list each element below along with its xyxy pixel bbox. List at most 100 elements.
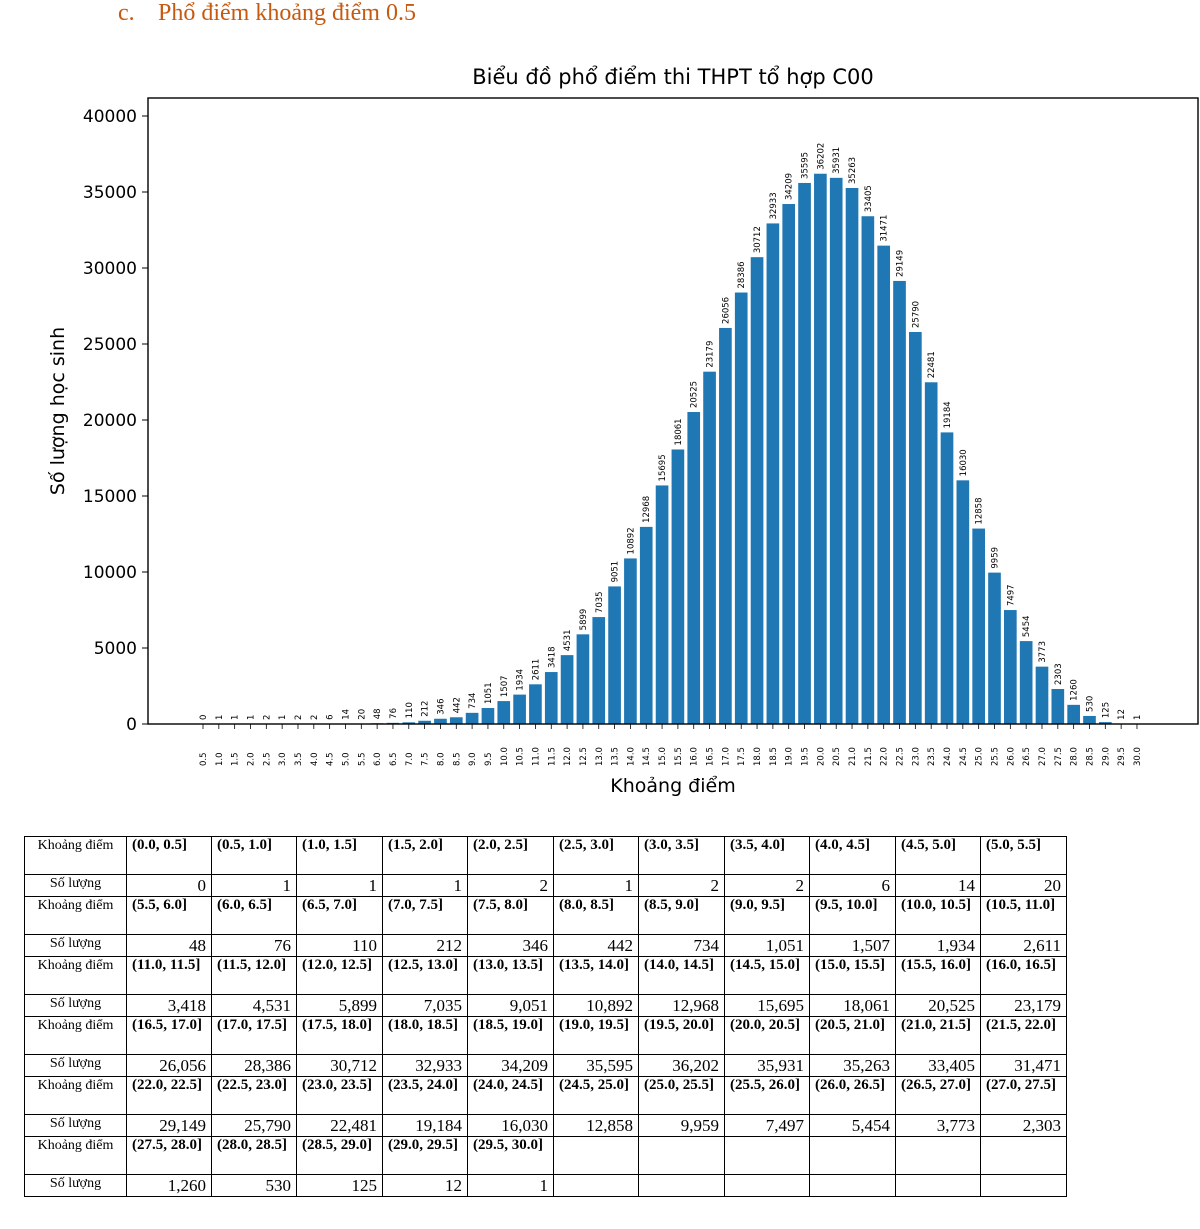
count-cell: 10,892: [553, 994, 639, 1017]
histogram-bar: [734, 292, 748, 724]
bar-value-label: 35595: [801, 152, 811, 179]
x-tick-label: 4.5: [326, 752, 336, 766]
range-cell: (24.0, 24.5]: [467, 1076, 554, 1115]
histogram-bar: [449, 717, 463, 724]
bar-value-label: 19184: [943, 401, 953, 428]
count-cell: [895, 1174, 981, 1197]
range-cell: (4.0, 4.5]: [809, 836, 896, 875]
histogram-bar: [861, 216, 875, 725]
range-cell: (7.5, 8.0]: [467, 896, 554, 935]
range-row: Khoảng điểm (16.5, 17.0] (17.0, 17.5] (17.5…: [24, 1016, 1067, 1055]
y-axis: 0 5000 10000 15000 20000 25000 30000 35000 40000: [83, 107, 148, 735]
histogram-bar: [1035, 666, 1049, 724]
count-cell: 28,386: [211, 1054, 297, 1077]
x-tick-label: 16.0: [690, 747, 700, 766]
histogram-bar: [1051, 688, 1065, 724]
range-cell: (0.0, 0.5]: [126, 836, 212, 875]
x-axis-label: Khoảng điểm: [610, 775, 735, 797]
range-cell: (9.5, 10.0]: [809, 896, 896, 935]
count-row: Số lượng 48 76 110 212 346 442 734 1,051 1,507 1,9…: [24, 934, 1067, 957]
range-cell: (20.5, 21.0]: [809, 1016, 896, 1055]
x-tick-label: 20.0: [816, 747, 826, 766]
range-cell: (21.0, 21.5]: [895, 1016, 981, 1055]
bar-value-label: 12: [1117, 709, 1127, 720]
range-cell: (3.0, 3.5]: [638, 836, 725, 875]
count-cell: [638, 1174, 725, 1197]
count-row: Số lượng 26,056 28,386 30,712 32,933 34,209 35…: [24, 1054, 1067, 1077]
x-tick-label: 11.0: [531, 747, 541, 766]
bar-value-label: 35931: [832, 147, 842, 174]
count-row-label: Số lượng: [24, 1174, 127, 1197]
range-cell: (16.0, 16.5]: [980, 956, 1067, 995]
range-cell: [980, 1136, 1067, 1175]
count-cell: 34,209: [467, 1054, 554, 1077]
histogram-bar: [513, 694, 526, 724]
x-tick-label: 5.0: [341, 752, 351, 766]
range-cell: (28.5, 29.0]: [296, 1136, 383, 1175]
range-cell: (1.0, 1.5]: [296, 836, 383, 875]
bar-value-label: 2611: [531, 659, 541, 681]
x-tick-label: 10.0: [500, 747, 510, 766]
x-tick-label: 6.5: [389, 752, 399, 766]
histogram-bar: [1098, 722, 1112, 724]
y-tick-label: 5000: [94, 639, 137, 659]
histogram-bar: [909, 331, 922, 724]
count-cell: 1,934: [895, 934, 981, 957]
x-tick-label: 24.0: [943, 747, 953, 766]
range-cell: (7.0, 7.5]: [382, 896, 468, 935]
range-cell: (22.0, 22.5]: [126, 1076, 212, 1115]
x-tick-label: 1.0: [215, 752, 225, 766]
bar-value-label: 346: [436, 699, 446, 715]
count-cell: 5,899: [296, 994, 383, 1017]
bar-value-label: 442: [452, 697, 462, 713]
count-cell: 20,525: [895, 994, 981, 1017]
bar-value-label: 1260: [1070, 679, 1080, 701]
bar-value-label: 0: [199, 715, 209, 720]
range-cell: (12.0, 12.5]: [296, 956, 383, 995]
range-cell: (15.5, 16.0]: [895, 956, 981, 995]
range-row: Khoảng điểm (5.5, 6.0] (6.0, 6.5] (6.5, 7.0…: [24, 896, 1067, 935]
x-tick-label: 29.0: [1101, 747, 1111, 766]
range-cell: (24.5, 25.0]: [553, 1076, 639, 1115]
count-cell: 530: [211, 1174, 297, 1197]
count-cell: 36,202: [638, 1054, 725, 1077]
bar-value-label: 30712: [753, 226, 763, 253]
x-tick-label: 24.5: [959, 747, 969, 766]
bar-value-label: 25790: [911, 301, 921, 328]
x-tick-label: 22.0: [880, 747, 890, 766]
bar-value-label: 12858: [975, 498, 985, 525]
range-cell: (27.0, 27.5]: [980, 1076, 1067, 1115]
bar-value-label: 9959: [991, 547, 1001, 569]
bar-value-label: 3773: [1038, 641, 1048, 663]
y-tick-label: 35000: [83, 183, 137, 203]
bar-value-label: 26056: [721, 297, 731, 324]
x-tick-label: 2.0: [246, 752, 256, 766]
y-tick-label: 25000: [83, 335, 137, 355]
bar-value-label: 20: [357, 709, 367, 720]
count-row: Số lượng 0 1 1 1 2 1 2 2 6 14 20: [24, 874, 1067, 897]
range-cell: (18.5, 19.0]: [467, 1016, 554, 1055]
range-cell: (6.0, 6.5]: [211, 896, 297, 935]
range-cell: (22.5, 23.0]: [211, 1076, 297, 1115]
bar-value-label: 6: [326, 714, 336, 719]
range-cell: (26.0, 26.5]: [809, 1076, 896, 1115]
count-cell: 9,051: [467, 994, 554, 1017]
y-tick-label: 10000: [83, 563, 137, 583]
bar-value-label: 10892: [626, 527, 636, 554]
count-cell: 12,968: [638, 994, 725, 1017]
range-cell: (1.5, 2.0]: [382, 836, 468, 875]
range-cell: (10.5, 11.0]: [980, 896, 1067, 935]
count-row: Số lượng 29,149 25,790 22,481 19,184 16,030 12…: [24, 1114, 1067, 1137]
range-cell: (0.5, 1.0]: [211, 836, 297, 875]
histogram-bar: [893, 280, 906, 724]
count-cell: 3,418: [126, 994, 212, 1017]
range-cell: (21.5, 22.0]: [980, 1016, 1067, 1055]
range-cell: (28.0, 28.5]: [211, 1136, 297, 1175]
x-tick-label: 13.5: [611, 747, 621, 766]
section-title: Phổ điểm khoảng điểm 0.5: [158, 0, 416, 26]
table-body: Khoảng điểm (0.0, 0.5] (0.5, 1.0] (1.0, 1.5…: [24, 836, 1067, 1197]
range-row-label: Khoảng điểm: [24, 836, 127, 875]
count-cell: 2,611: [980, 934, 1067, 957]
range-cell: [553, 1136, 639, 1175]
chart-title: Biểu đồ phổ điểm thi THPT tổ hợp C00: [472, 65, 874, 89]
